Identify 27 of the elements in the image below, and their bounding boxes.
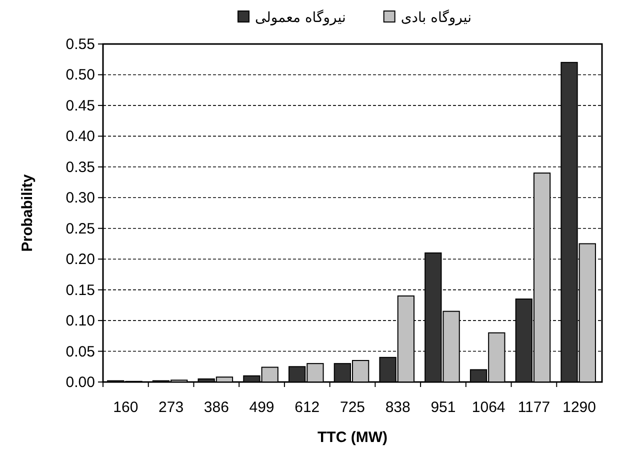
y-tick-label: 0.20 xyxy=(66,251,95,268)
x-tick-label: 1064 xyxy=(472,399,506,416)
y-tick-label: 0.15 xyxy=(66,282,95,299)
x-tick-label: 499 xyxy=(249,399,274,416)
y-tick-label: 0.50 xyxy=(66,66,95,84)
y-tick-label: 0.25 xyxy=(66,220,95,238)
legend-label: نیروگاه بادی xyxy=(400,9,472,26)
x-tick-label: 386 xyxy=(204,399,229,416)
y-axis-title: Probability xyxy=(19,174,36,252)
x-tick-label: 838 xyxy=(385,399,410,416)
x-tick-label: 951 xyxy=(430,399,456,416)
x-tick-label: 1177 xyxy=(518,399,550,416)
y-tick-label: 0.45 xyxy=(66,97,95,114)
x-tick-label: 725 xyxy=(340,399,366,416)
y-tick-label: 0.35 xyxy=(66,158,95,176)
x-axis-title: TTC (MW) xyxy=(318,429,388,446)
x-tick-label: 160 xyxy=(113,399,138,416)
y-tick-label: 0.55 xyxy=(66,36,95,53)
y-tick-label: 0.05 xyxy=(66,343,95,360)
x-tick-label: 1290 xyxy=(562,399,596,416)
y-tick-label: 0.40 xyxy=(66,128,95,146)
y-tick-label: 0.00 xyxy=(66,374,95,391)
x-tick-label: 273 xyxy=(158,399,184,416)
y-tick-label: 0.10 xyxy=(66,312,95,330)
y-tick-label: 0.30 xyxy=(66,190,95,207)
legend-label: نیروگاه معمولی xyxy=(255,9,346,26)
x-tick-label: 612 xyxy=(294,399,320,416)
